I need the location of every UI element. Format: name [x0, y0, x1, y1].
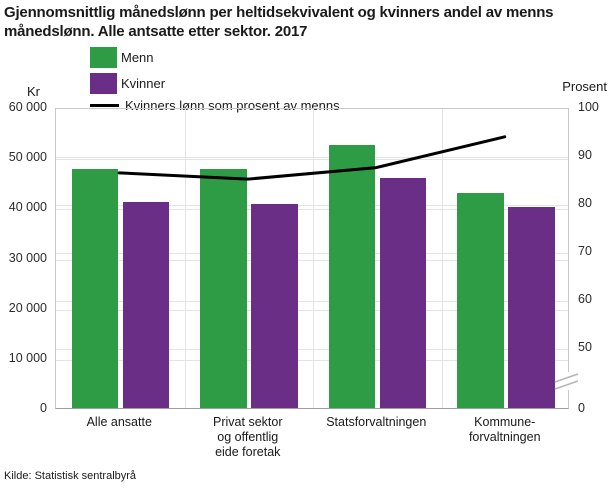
right-tick-label: 80	[578, 196, 592, 211]
gridline-kr	[56, 309, 568, 311]
group-separator	[184, 109, 186, 408]
right-tick-label: 90	[578, 148, 592, 163]
right-tick-label: 70	[578, 244, 592, 259]
gridline-kr	[56, 159, 568, 161]
chart-title: Gjennomsnittlig månedslønn per heltidsek…	[4, 4, 554, 40]
gridline-prosent	[56, 157, 568, 159]
category-label: Privat sektor og offentlig eide foretak	[213, 415, 283, 459]
legend-item-menn: Menn	[90, 44, 340, 70]
gridline-prosent	[56, 253, 568, 255]
ratio-line-swatch	[90, 103, 119, 107]
bar-menn	[200, 168, 247, 408]
menn-color-swatch	[90, 46, 117, 68]
gridline-kr	[56, 259, 568, 261]
left-tick-label: 60 000	[8, 100, 47, 114]
left-tick-label: 50 000	[8, 150, 47, 165]
left-tick-label: 30 000	[8, 250, 47, 265]
left-axis-title: Kr	[27, 84, 40, 99]
right-tick-label: 60	[578, 292, 592, 307]
bar-menn	[328, 145, 375, 408]
bar-kvinner	[508, 206, 555, 408]
category-label: Statsforvaltningen	[326, 415, 427, 429]
right-axis-title: Prosent	[562, 79, 607, 94]
plot-area	[55, 108, 569, 409]
legend-label-menn: Menn	[121, 49, 154, 65]
legend-label-kvinner: Kvinner	[121, 75, 166, 91]
kvinner-color-swatch	[90, 72, 117, 94]
category-label: Alle ansatte	[86, 415, 152, 429]
legend-item-kvinner: Kvinner	[90, 70, 340, 96]
right-tick-label: 0	[578, 401, 585, 415]
category-label: Kommune- forvaltningen	[468, 415, 541, 444]
group-separator	[441, 109, 443, 408]
right-tick-label: 50	[578, 340, 592, 355]
bar-kvinner	[251, 203, 298, 408]
bar-kvinner	[122, 201, 169, 408]
gridline-kr	[56, 359, 568, 361]
legend: Menn Kvinner Kvinners lønn som prosent a…	[90, 44, 340, 114]
gridline-prosent	[56, 205, 568, 207]
left-tick-label: 40 000	[8, 200, 47, 215]
left-tick-label: 10 000	[8, 350, 47, 365]
left-tick-label: 0	[40, 401, 47, 415]
gridline-prosent	[56, 301, 568, 303]
left-tick-label: 20 000	[8, 300, 47, 315]
group-separator	[313, 109, 314, 408]
bar-menn	[71, 169, 118, 408]
gridline-prosent	[56, 349, 568, 351]
bar-kvinner	[379, 177, 426, 408]
source-note: Kilde: Statistisk sentralbyrå	[4, 470, 137, 482]
bar-menn	[457, 192, 504, 408]
right-tick-label: 100	[578, 100, 599, 114]
gridline-kr	[56, 209, 568, 211]
